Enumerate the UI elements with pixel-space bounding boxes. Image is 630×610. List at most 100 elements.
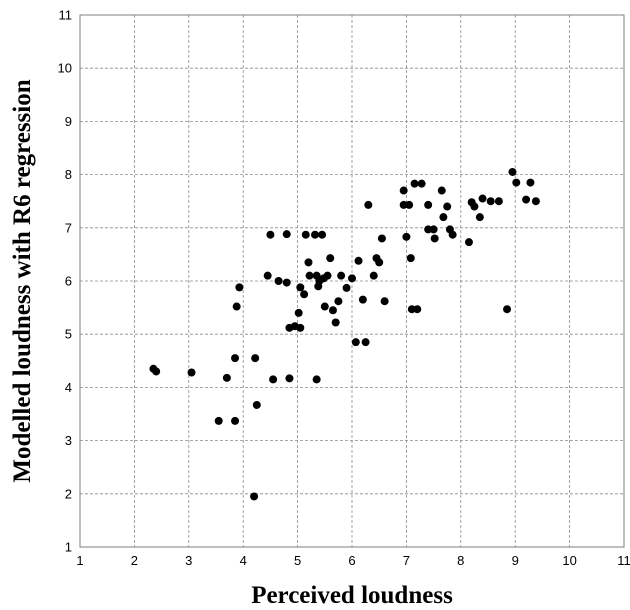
y-tick-label: 9 <box>65 114 72 129</box>
y-tick-label: 2 <box>65 486 72 501</box>
plot-area <box>79 14 625 548</box>
data-point <box>478 194 487 203</box>
data-point <box>448 230 457 239</box>
data-point <box>214 416 223 425</box>
data-point <box>282 278 291 287</box>
data-point <box>369 271 378 280</box>
data-point <box>413 305 422 314</box>
data-point <box>296 283 305 292</box>
data-point <box>222 373 231 382</box>
data-point <box>410 179 419 188</box>
data-point <box>399 186 408 195</box>
data-point <box>512 178 521 187</box>
data-point <box>402 232 411 241</box>
data-point <box>494 197 503 206</box>
data-point <box>296 323 305 332</box>
x-axis-title: Perceived loudness <box>251 582 453 609</box>
data-point <box>318 230 327 239</box>
data-point <box>263 271 272 280</box>
data-point <box>301 230 310 239</box>
data-point <box>311 230 320 239</box>
y-tick-label: 1 <box>65 540 72 555</box>
data-point <box>348 274 356 283</box>
data-point <box>358 295 367 304</box>
data-point <box>503 305 512 314</box>
data-point <box>266 230 275 239</box>
data-point <box>304 258 313 267</box>
data-point <box>430 234 439 243</box>
data-point <box>294 308 303 317</box>
data-point <box>326 254 335 263</box>
y-tick-label: 5 <box>65 327 72 342</box>
x-tick-label: 4 <box>240 553 247 568</box>
y-tick-label: 6 <box>65 274 72 289</box>
data-point <box>337 271 346 280</box>
data-point <box>331 318 340 327</box>
y-tick-label: 7 <box>65 220 72 235</box>
y-axis-ticks: 1 2 3 4 5 6 7 8 9 10 11 <box>58 8 72 555</box>
data-point <box>300 290 309 299</box>
data-point <box>508 167 517 176</box>
data-point <box>231 416 240 425</box>
y-tick-label: 8 <box>65 167 72 182</box>
data-point <box>251 354 260 363</box>
data-point <box>320 302 329 311</box>
data-point <box>377 234 386 243</box>
data-point <box>282 230 291 239</box>
data-point <box>351 338 360 347</box>
data-point <box>531 197 540 206</box>
data-point <box>334 297 343 306</box>
data-point <box>250 492 259 501</box>
data-point <box>439 213 448 222</box>
x-tick-label: 5 <box>294 553 301 568</box>
data-point <box>429 225 438 234</box>
data-point <box>406 254 415 263</box>
data-point <box>285 374 294 383</box>
x-tick-label: 10 <box>562 553 576 568</box>
data-point <box>405 200 414 209</box>
data-point <box>312 375 321 384</box>
y-axis-title: Modelled loudness with R6 regression <box>9 79 36 482</box>
data-point <box>152 367 161 376</box>
data-point <box>380 297 389 306</box>
y-tick-label: 10 <box>58 61 72 76</box>
data-point <box>437 186 446 195</box>
data-point <box>475 213 484 222</box>
data-point <box>486 197 495 206</box>
x-tick-label: 3 <box>185 553 192 568</box>
data-point <box>470 202 479 211</box>
data-point <box>274 277 283 285</box>
data-point <box>323 271 332 280</box>
data-point <box>235 283 244 292</box>
data-point <box>305 271 314 280</box>
x-tick-label: 2 <box>131 553 138 568</box>
data-point <box>252 400 261 409</box>
x-tick-label: 9 <box>512 553 519 568</box>
x-tick-label: 8 <box>457 553 464 568</box>
y-tick-label: 11 <box>59 8 73 23</box>
data-point <box>464 238 473 247</box>
data-point <box>232 302 241 311</box>
data-point <box>375 258 384 267</box>
data-point <box>354 256 363 265</box>
data-point <box>187 368 196 377</box>
data-point <box>424 200 433 209</box>
data-point <box>231 354 240 363</box>
data-point <box>342 283 351 292</box>
y-tick-label: 3 <box>65 433 72 448</box>
data-point <box>328 306 337 315</box>
x-tick-label: 11 <box>617 553 630 568</box>
data-point <box>364 200 373 209</box>
x-axis-ticks: 1 2 3 4 5 6 7 8 9 10 11 <box>76 553 630 568</box>
data-point <box>361 338 370 347</box>
y-tick-label: 4 <box>65 380 72 395</box>
data-point <box>526 178 535 187</box>
data-point <box>417 179 426 188</box>
x-tick-label: 6 <box>348 553 355 568</box>
data-point <box>522 195 531 204</box>
x-tick-label: 1 <box>76 553 83 568</box>
data-point <box>443 202 452 211</box>
data-point <box>269 375 278 384</box>
x-tick-label: 7 <box>403 553 410 568</box>
